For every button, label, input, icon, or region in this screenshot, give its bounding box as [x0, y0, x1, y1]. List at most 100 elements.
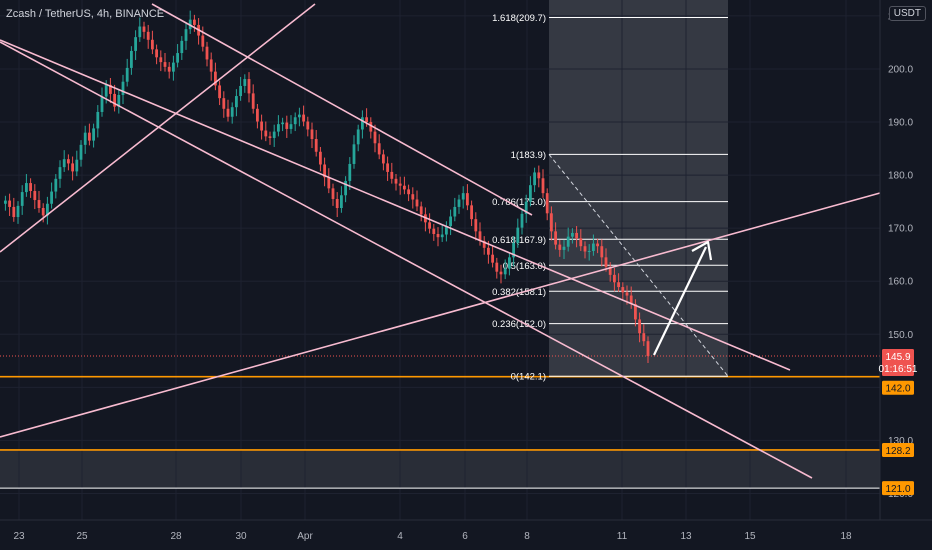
fib-level-label: 1.618(209.7) [492, 13, 546, 24]
candle [390, 162, 394, 184]
candle-body [520, 213, 524, 228]
candle [537, 165, 541, 188]
candle-body [365, 117, 368, 123]
candle [608, 262, 612, 282]
candle-body [293, 117, 297, 125]
candle-body [432, 228, 436, 234]
level-tag-128: 128.2 [882, 442, 914, 457]
price-tick-label: 170.0 [888, 224, 913, 235]
candle [566, 227, 570, 252]
candle-body [12, 206, 16, 218]
candle-body [109, 84, 112, 94]
candle-body [272, 131, 276, 138]
candle-body [508, 257, 511, 269]
time-tick-label: Apr [297, 531, 313, 542]
candle [503, 259, 507, 280]
candle-body [222, 98, 226, 109]
channel-lower-line[interactable] [0, 41, 813, 479]
candle [377, 134, 381, 160]
candle-body [151, 39, 154, 50]
candle [159, 50, 163, 72]
candle-body [587, 250, 591, 252]
candle [37, 191, 41, 213]
candle-body [54, 178, 58, 192]
candle [613, 267, 616, 292]
candle-body [445, 226, 448, 235]
candle-body [155, 49, 158, 58]
descending-trendline[interactable] [151, 3, 533, 216]
candle-body [285, 122, 289, 129]
trendlines-layer[interactable] [0, 3, 881, 479]
candle [491, 245, 494, 268]
candle [188, 10, 192, 34]
candle [243, 74, 247, 93]
time-axis[interactable]: 23 25 28 30 Apr 4 6 8 11 13 15 18 [0, 519, 932, 550]
candle-body [617, 282, 620, 288]
candle-body [583, 246, 587, 252]
rising-trendline[interactable] [0, 192, 881, 438]
candle-body [634, 304, 637, 320]
time-tick-label: 13 [680, 531, 692, 542]
candle-body [440, 234, 444, 238]
candle [272, 124, 276, 147]
candle-body [193, 19, 196, 25]
fib-zone [549, 0, 728, 377]
candle [331, 183, 335, 206]
time-axis-bg [0, 520, 932, 550]
candle [310, 122, 314, 149]
candle [230, 102, 234, 124]
fib-level-label: 0(142.1) [511, 372, 546, 383]
candle-body [46, 203, 49, 216]
candle-body [529, 185, 532, 202]
candle [20, 185, 24, 215]
candle [617, 273, 620, 292]
candle-body [495, 262, 499, 272]
candle [587, 244, 591, 261]
candle [256, 104, 259, 129]
candle [96, 105, 100, 138]
candle [478, 222, 482, 246]
candle-body [491, 254, 494, 263]
candle-body [516, 227, 520, 244]
candle [113, 84, 116, 112]
candle [457, 194, 461, 214]
candle-body [554, 231, 557, 245]
time-tick-label: 28 [170, 531, 182, 542]
candle-body [487, 247, 490, 255]
candle [495, 257, 499, 279]
candle-body [50, 191, 53, 204]
time-tick-label: 23 [13, 531, 25, 542]
candle [83, 125, 87, 154]
candle [470, 200, 473, 227]
candle [184, 22, 188, 50]
candle [415, 190, 419, 212]
candle-body [235, 96, 238, 108]
candle-body [75, 159, 79, 172]
projection-arrow-shaft[interactable] [653, 246, 707, 356]
currency-button[interactable]: USDT [888, 6, 926, 21]
candle-body [125, 67, 129, 82]
candle-body [71, 163, 74, 172]
candle-body [113, 93, 116, 107]
candle-body [323, 164, 326, 178]
projection-arrow-head [691, 240, 713, 261]
candle [575, 226, 578, 248]
candle [545, 188, 549, 221]
candle [62, 150, 66, 172]
candle [268, 131, 272, 145]
channel-upper-line[interactable] [0, 39, 791, 371]
candle [436, 227, 440, 247]
symbol-title[interactable]: Zcash / TetherUS, 4h, BINANCE [6, 8, 165, 20]
early-rising-trendline[interactable] [0, 3, 316, 253]
candle-body [398, 183, 402, 186]
candle [524, 194, 528, 223]
candle [125, 58, 129, 87]
candle [583, 241, 587, 259]
price-axis[interactable]: 120.0130.0140.0150.0160.0170.0180.0190.0… [879, 0, 932, 550]
candle-body [306, 121, 310, 130]
candle-body [79, 144, 83, 160]
candle-body [314, 139, 318, 152]
candle [529, 176, 532, 207]
horizontal-levels-layer [0, 355, 880, 489]
